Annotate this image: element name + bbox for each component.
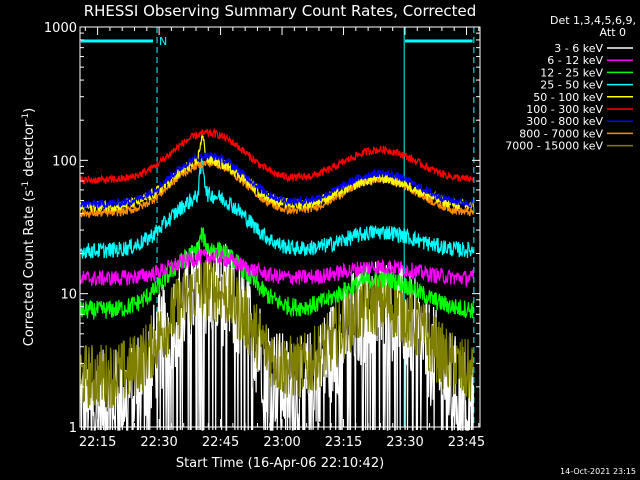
y-axis-ticks: 1 10 100 1000 <box>44 21 480 436</box>
legend-label: 100 - 300 keV <box>526 103 603 116</box>
y-axis-label-sup2: -1 <box>21 113 31 122</box>
legend-header-line2: Att 0 <box>600 26 626 39</box>
y-axis-label-part1: Corrected Count Rate (s <box>22 190 37 347</box>
legend-label: 6 - 12 keV <box>547 54 603 67</box>
y-tick-label: 100 <box>52 154 77 169</box>
series-line <box>79 248 474 289</box>
y-tick-label: 1 <box>69 421 77 436</box>
series-line <box>79 256 474 409</box>
x-axis-ticks: 22:15 22:30 22:45 23:00 23:15 23:30 23:45 <box>79 27 485 450</box>
legend-label: 800 - 7000 keV <box>519 127 603 140</box>
series-group <box>79 127 474 431</box>
x-tick-label: 22:45 <box>202 435 239 450</box>
y-axis-label-part2: detector <box>22 121 37 181</box>
legend-label: 300 - 800 keV <box>526 115 603 128</box>
x-axis-label: Start Time (16-Apr-06 22:10:42) <box>176 456 384 471</box>
series-line <box>79 127 474 185</box>
legend-label: 50 - 100 keV <box>533 91 603 104</box>
legend-label: 25 - 50 keV <box>540 79 603 92</box>
y-axis-label-sup1: -1 <box>21 181 31 190</box>
y-axis-label: Corrected Count Rate (s-1 detector-1) <box>21 108 37 346</box>
legend-label: 3 - 6 keV <box>554 42 603 55</box>
night-bar-label: N <box>159 35 167 48</box>
x-tick-label: 23:45 <box>448 435 485 450</box>
series-line <box>79 242 474 431</box>
x-tick-label: 22:30 <box>140 435 177 450</box>
plot-frame <box>79 26 481 428</box>
series-line <box>79 157 474 259</box>
x-tick-label: 22:15 <box>79 435 116 450</box>
legend-label: 12 - 25 keV <box>540 66 603 79</box>
y-tick-label: 10 <box>60 288 77 303</box>
night-bars: N <box>80 35 473 48</box>
x-tick-label: 23:15 <box>325 435 362 450</box>
series-line <box>79 227 474 320</box>
legend-label: 7000 - 15000 keV <box>505 140 603 153</box>
chart-title: RHESSI Observing Summary Count Rates, Co… <box>84 2 477 20</box>
timestamp: 14-Oct-2021 23:15 <box>560 467 636 476</box>
x-tick-label: 23:00 <box>263 435 300 450</box>
legend-header-line1: Det 1,3,4,5,6,9, <box>550 14 636 27</box>
x-tick-label: 23:30 <box>386 435 423 450</box>
series-line <box>79 151 474 210</box>
y-axis-label-part3: ) <box>22 108 37 113</box>
y-tick-label: 1000 <box>44 21 77 36</box>
